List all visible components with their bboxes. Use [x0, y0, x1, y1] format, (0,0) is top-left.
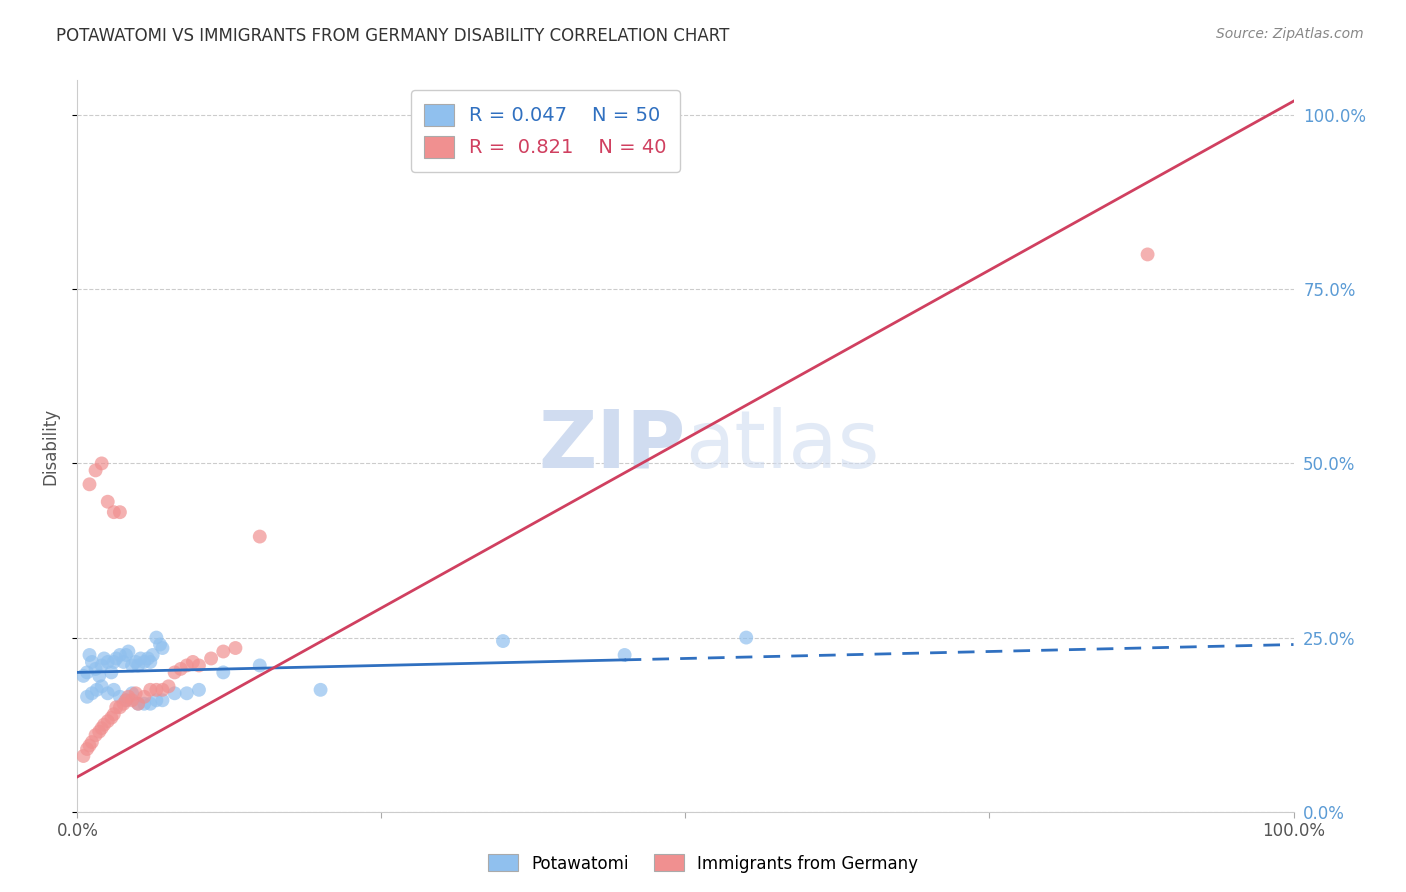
Point	[79, 648, 101, 662]
Point	[115, 693, 138, 707]
Point	[249, 530, 271, 544]
Point	[105, 651, 128, 665]
Point	[121, 658, 143, 673]
Point	[181, 655, 204, 669]
Point	[163, 665, 186, 680]
Point	[163, 686, 186, 700]
Point	[492, 634, 515, 648]
Point	[134, 655, 156, 669]
Point	[139, 697, 162, 711]
Point	[72, 669, 94, 683]
Point	[80, 686, 103, 700]
Point	[139, 682, 162, 697]
Point	[108, 648, 131, 662]
Point	[224, 640, 246, 655]
Point	[90, 658, 112, 673]
Text: ZIP: ZIP	[538, 407, 686, 485]
Point	[97, 494, 120, 508]
Point	[176, 686, 198, 700]
Point	[127, 697, 149, 711]
Point	[76, 690, 98, 704]
Point	[145, 631, 167, 645]
Point	[212, 665, 235, 680]
Point	[188, 658, 211, 673]
Point	[103, 707, 125, 722]
Point	[134, 697, 156, 711]
Legend: Potawatomi, Immigrants from Germany: Potawatomi, Immigrants from Germany	[481, 847, 925, 880]
Point	[115, 648, 138, 662]
Point	[79, 739, 101, 753]
Point	[145, 693, 167, 707]
Point	[105, 700, 128, 714]
Point	[121, 693, 143, 707]
Text: Source: ZipAtlas.com: Source: ZipAtlas.com	[1216, 27, 1364, 41]
Point	[188, 682, 211, 697]
Point	[136, 651, 159, 665]
Point	[89, 669, 111, 683]
Point	[108, 690, 131, 704]
Point	[170, 662, 193, 676]
Point	[97, 655, 120, 669]
Point	[90, 679, 112, 693]
Point	[176, 658, 198, 673]
Point	[152, 693, 174, 707]
Point	[108, 505, 131, 519]
Point	[1136, 247, 1159, 261]
Point	[145, 682, 167, 697]
Text: POTAWATOMI VS IMMIGRANTS FROM GERMANY DISABILITY CORRELATION CHART: POTAWATOMI VS IMMIGRANTS FROM GERMANY DI…	[56, 27, 730, 45]
Point	[212, 644, 235, 658]
Point	[134, 690, 156, 704]
Point	[93, 651, 115, 665]
Point	[125, 655, 148, 669]
Point	[127, 658, 149, 673]
Point	[79, 477, 101, 491]
Point	[97, 714, 120, 728]
Legend: R = 0.047    N = 50, R =  0.821    N = 40: R = 0.047 N = 50, R = 0.821 N = 40	[411, 90, 681, 172]
Point	[103, 505, 125, 519]
Point	[103, 682, 125, 697]
Point	[125, 686, 148, 700]
Point	[103, 655, 125, 669]
Point	[117, 644, 139, 658]
Point	[84, 463, 107, 477]
Point	[735, 631, 758, 645]
Point	[613, 648, 636, 662]
Point	[249, 658, 271, 673]
Text: atlas: atlas	[686, 407, 880, 485]
Point	[108, 700, 131, 714]
Point	[129, 651, 152, 665]
Point	[76, 742, 98, 756]
Point	[100, 665, 122, 680]
Point	[142, 648, 165, 662]
Point	[139, 655, 162, 669]
Point	[72, 749, 94, 764]
Point	[89, 724, 111, 739]
Y-axis label: Disability: Disability	[41, 408, 59, 484]
Point	[80, 735, 103, 749]
Point	[84, 728, 107, 742]
Point	[200, 651, 222, 665]
Point	[112, 697, 135, 711]
Point	[152, 682, 174, 697]
Point	[80, 655, 103, 669]
Point	[76, 665, 98, 680]
Point	[149, 638, 172, 652]
Point	[100, 711, 122, 725]
Point	[117, 690, 139, 704]
Point	[127, 697, 149, 711]
Point	[93, 717, 115, 731]
Point	[97, 686, 120, 700]
Point	[86, 682, 108, 697]
Point	[115, 693, 138, 707]
Point	[309, 682, 332, 697]
Point	[121, 686, 143, 700]
Point	[112, 655, 135, 669]
Point	[84, 662, 107, 676]
Point	[152, 640, 174, 655]
Point	[90, 457, 112, 471]
Point	[157, 679, 180, 693]
Point	[90, 721, 112, 735]
